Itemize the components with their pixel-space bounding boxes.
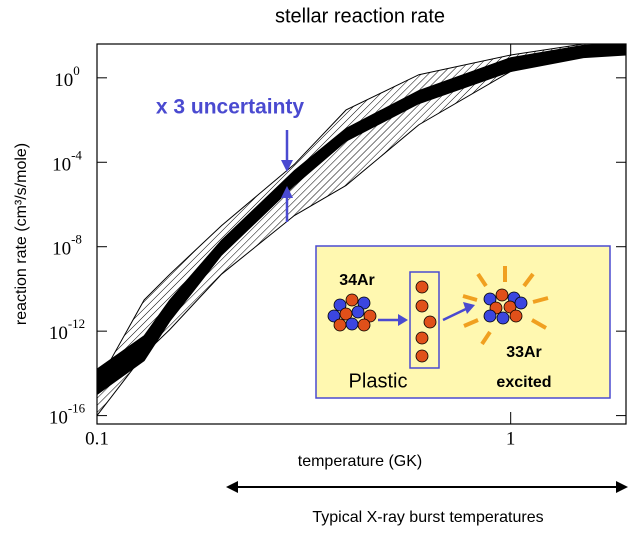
arrow-head xyxy=(226,481,238,493)
annotation: x 3 uncertainty xyxy=(156,96,305,119)
chart-title: stellar reaction rate xyxy=(275,5,445,27)
inset-label: excited xyxy=(496,374,551,391)
x-tick-label: 1 xyxy=(506,428,516,449)
range-note: Typical X-ray burst temperatures xyxy=(312,509,543,526)
y-tick-label: 100 xyxy=(54,63,80,91)
y-tick-label: 10-8 xyxy=(52,232,82,260)
y-axis-label: reaction rate (cm³/s/mole) xyxy=(13,143,30,325)
inset-label: 33Ar xyxy=(506,344,542,361)
x-axis-label: temperature (GK) xyxy=(298,453,422,470)
y-tick-label: 10-12 xyxy=(49,316,85,344)
inset: 34Ar 33Ar excited Plastic xyxy=(316,246,610,398)
y-tick-label: 10-16 xyxy=(49,401,86,429)
inset-label: Plastic xyxy=(349,370,408,392)
arrow-head xyxy=(616,481,628,493)
chart: stellar reaction rate temperature (GK) r… xyxy=(0,0,629,536)
inset-label: 34Ar xyxy=(339,272,375,289)
y-tick-label: 10-4 xyxy=(52,147,82,175)
x-tick-label: 0.1 xyxy=(85,428,109,449)
